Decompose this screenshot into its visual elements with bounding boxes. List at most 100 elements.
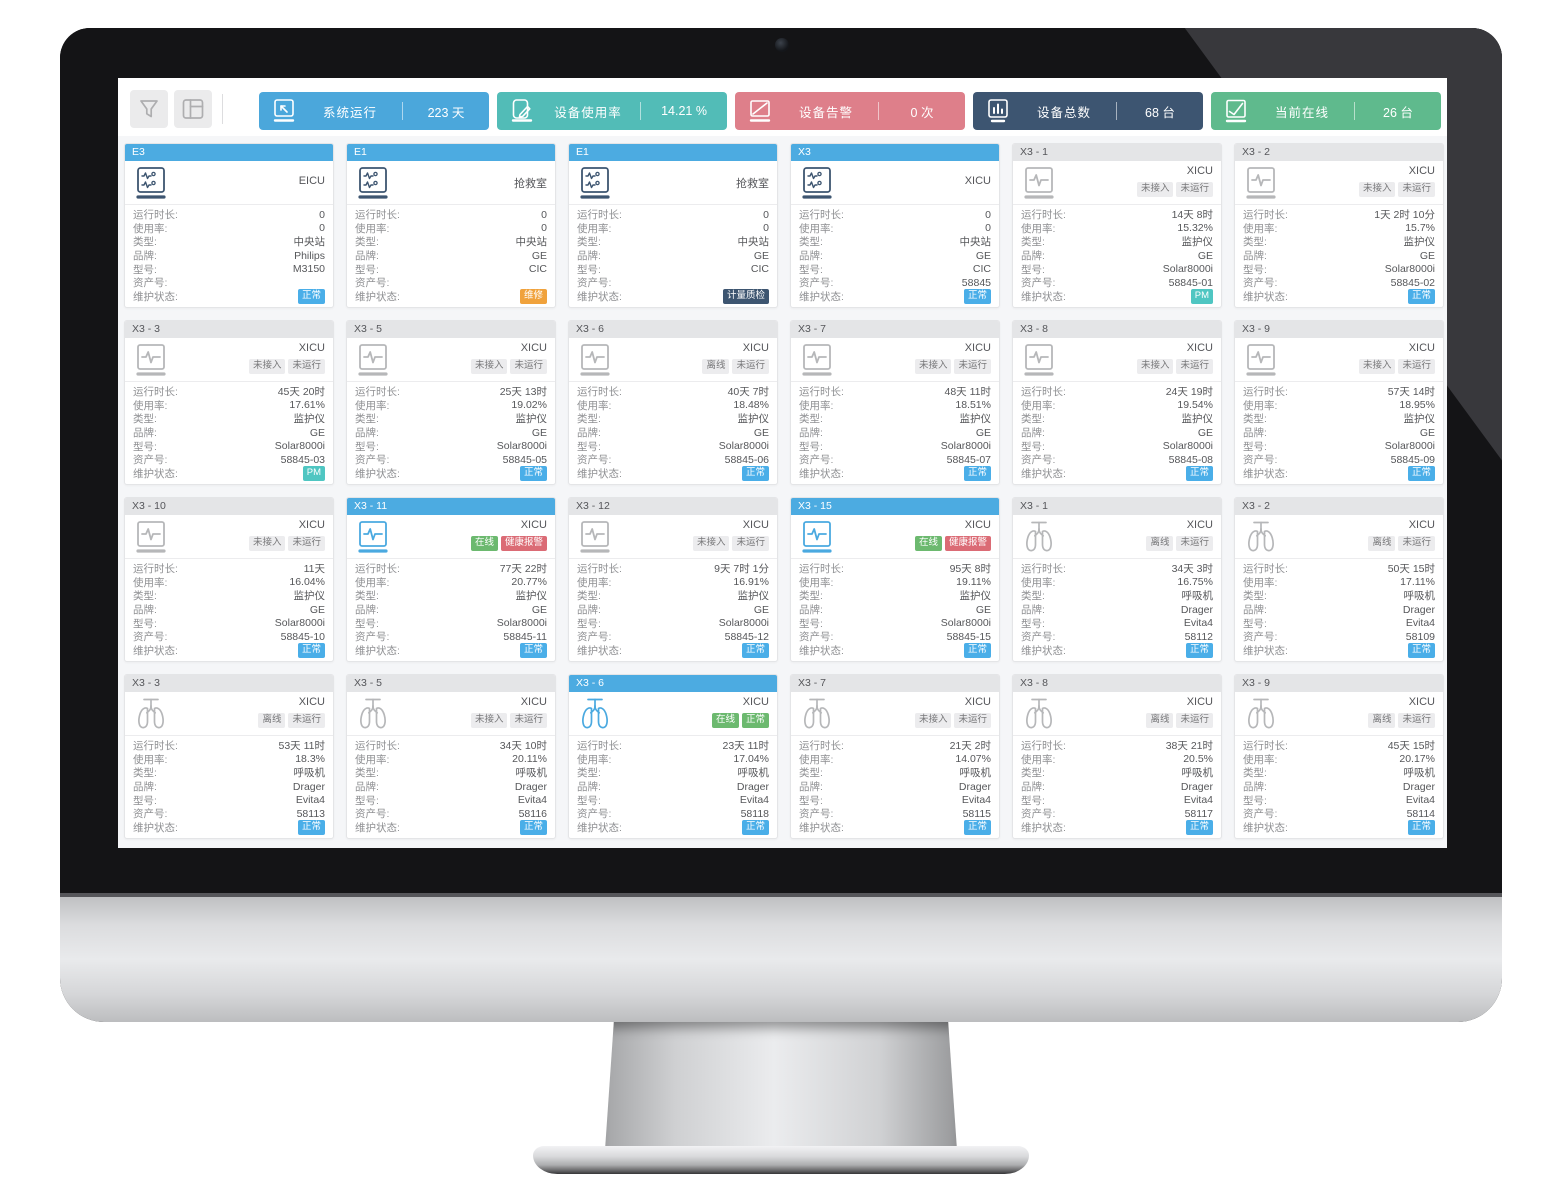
maintenance-badge: 正常: [1185, 819, 1213, 835]
field-value: 14.07%: [955, 753, 991, 766]
field-value: 19.02%: [511, 399, 547, 412]
field-label: 型号:: [355, 617, 379, 630]
field-value: 21天 2时: [949, 740, 991, 753]
device-card[interactable]: X3 - 5 XICU 未接入 未运行 运行时长: 25天 13时 使用率: 19.02…: [346, 320, 556, 485]
device-card[interactable]: X3 - 3 XICU 未接入 未运行 运行时长: 45天 20时 使用率: 17.61…: [124, 320, 334, 485]
field-label: 运行时长:: [577, 563, 622, 576]
alarm-icon: [748, 98, 774, 124]
device-card[interactable]: X3 - 8 XICU 未接入 未运行 运行时长: 24天 19时 使用率: 19.54…: [1012, 320, 1222, 485]
field-row: 维护状态: PM: [133, 465, 325, 481]
field-row: 运行时长: 95天 8时: [799, 562, 991, 576]
filter-button[interactable]: [130, 90, 168, 128]
field-value: Evita4: [517, 794, 547, 807]
device-card[interactable]: X3 - 3 XICU 离线 未运行 运行时长: 53天 11时 使用率: 18.3% 类…: [124, 674, 334, 839]
field-label: 运行时长:: [577, 209, 622, 222]
status-badge: 未运行: [1398, 536, 1435, 551]
field-row: 型号: Evita4: [133, 793, 325, 807]
field-value: Drager: [958, 780, 991, 793]
field-label: 资产号:: [133, 454, 168, 467]
card-header: X3 - 7: [791, 675, 999, 692]
field-row: 维护状态: 正常: [799, 819, 991, 835]
field-row: 运行时长: 0: [799, 208, 991, 222]
field-row: 运行时长: 53天 11时: [133, 739, 325, 753]
central-station-icon: [133, 166, 169, 200]
field-value: 38天 21时: [1165, 740, 1213, 753]
status-badge: 未运行: [510, 713, 547, 728]
badge-row: 未接入 未运行: [1136, 359, 1213, 374]
device-card[interactable]: X3 - 9 XICU 离线 未运行 运行时长: 45天 15时 使用率: 20.17%…: [1234, 674, 1444, 839]
device-card[interactable]: X3 - 6 XICU 离线 未运行 运行时长: 40天 7时 使用率: 18.48% 类…: [568, 320, 778, 485]
stat-divider: [1116, 102, 1117, 120]
device-card[interactable]: X3 - 1 XICU 离线 未运行 运行时长: 34天 3时 使用率: 16.75% 类…: [1012, 497, 1222, 662]
device-card[interactable]: X3 - 5 XICU 未接入 未运行 运行时长: 34天 10时 使用率: 20.11…: [346, 674, 556, 839]
field-label: 维护状态:: [133, 467, 178, 480]
device-card[interactable]: X3 - 9 XICU 未接入 未运行 运行时长: 57天 14时 使用率: 18.95…: [1234, 320, 1444, 485]
field-row: 类型: 监护仪: [133, 412, 325, 426]
field-value: 20.11%: [512, 753, 547, 766]
field-label: 使用率:: [355, 576, 390, 589]
device-card[interactable]: X3 - 12 XICU 未接入 未运行 运行时长: 9天 7时 1分 使用率: 16.…: [568, 497, 778, 662]
field-value: 14天 8时: [1171, 209, 1213, 222]
field-row: 类型: 监护仪: [577, 412, 769, 426]
device-card[interactable]: X3 - 7 XICU 未接入 未运行 运行时长: 21天 2时 使用率: 14.07%…: [790, 674, 1000, 839]
device-card[interactable]: X3 - 2 XICU 未接入 未运行 运行时长: 1天 2时 10分 使用率: 15.…: [1234, 143, 1444, 308]
badge-row: 未接入 未运行: [470, 359, 547, 374]
field-row: 型号: Solar8000i: [1243, 262, 1435, 276]
monitor-icon: [1021, 343, 1057, 377]
field-label: 资产号:: [1243, 277, 1278, 290]
monitor-icon: [1243, 166, 1279, 200]
card-header: X3 - 10: [125, 498, 333, 515]
field-value: 20.17%: [1399, 753, 1435, 766]
field-label: 使用率:: [1021, 576, 1056, 589]
device-card[interactable]: X3 - 7 XICU 未接入 未运行 运行时长: 48天 11时 使用率: 18.51…: [790, 320, 1000, 485]
field-label: 使用率:: [799, 753, 834, 766]
maintenance-badge: 正常: [1185, 642, 1213, 658]
field-label: 类型:: [1021, 767, 1045, 780]
field-label: 型号:: [577, 440, 601, 453]
device-card[interactable]: X3 - 10 XICU 未接入 未运行 运行时长: 11天 使用率: 16.04% 类型…: [124, 497, 334, 662]
field-value: GE: [531, 603, 547, 616]
field-value: 0: [763, 222, 769, 235]
field-label: 资产号:: [577, 454, 612, 467]
device-card[interactable]: E1 抢救室 运行时长: 0 使用率: 0 类型: 中央站 品牌: GE 型号: CIC 资产号: 维…: [568, 143, 778, 308]
stat-value: 223 天: [427, 105, 465, 120]
status-badge: 未接入: [914, 713, 952, 728]
field-value: 18.3%: [295, 753, 325, 766]
field-value: 0: [985, 208, 991, 221]
card-header: X3 - 1: [1013, 498, 1221, 515]
field-label: 型号:: [1021, 263, 1045, 276]
field-value: Drager: [514, 780, 547, 793]
device-card[interactable]: X3 - 6 XICU 在线 正常 运行时长: 23天 11时 使用率: 17.04% 类…: [568, 674, 778, 839]
device-card[interactable]: E3 EICU 运行时长: 0 使用率: 0 类型: 中央站 品牌: Philips 型号: M3…: [124, 143, 334, 308]
maintenance-badge: 正常: [1407, 819, 1435, 835]
lungs-icon: [799, 697, 835, 731]
field-row: 类型: 中央站: [133, 235, 325, 249]
card-id: E1: [354, 146, 367, 158]
device-card[interactable]: X3 - 2 XICU 离线 未运行 运行时长: 50天 15时 使用率: 17.11%…: [1234, 497, 1444, 662]
device-card[interactable]: X3 - 15 XICU 在线 健康报警 运行时长: 95天 8时 使用率: 19.11…: [790, 497, 1000, 662]
field-value: 34天 10时: [499, 740, 547, 753]
field-list: 运行时长: 34天 10时 使用率: 20.11% 类型: 呼吸机 品牌: Drager 型号:…: [347, 736, 555, 835]
device-card[interactable]: E1 抢救室 运行时长: 0 使用率: 0 类型: 中央站 品牌: GE 型号: CIC 资产号: 维…: [346, 143, 556, 308]
field-row: 运行时长: 11天: [133, 562, 325, 576]
field-row: 运行时长: 21天 2时: [799, 739, 991, 753]
field-row: 运行时长: 9天 7时 1分: [577, 562, 769, 576]
field-row: 使用率: 15.7%: [1243, 222, 1435, 236]
device-card[interactable]: X3 - 8 XICU 离线 未运行 运行时长: 38天 21时 使用率: 20.5% 类…: [1012, 674, 1222, 839]
device-card[interactable]: X3 - 1 XICU 未接入 未运行 运行时长: 14天 8时 使用率: 15.32%…: [1012, 143, 1222, 308]
field-value: Evita4: [961, 794, 991, 807]
field-row: 类型: 监护仪: [1243, 235, 1435, 249]
field-label: 运行时长:: [799, 386, 844, 399]
layout-button[interactable]: [174, 90, 212, 128]
field-label: 类型:: [355, 590, 379, 603]
device-card[interactable]: X3 XICU 运行时长: 0 使用率: 0 类型: 中央站 品牌: GE 型号: CIC 资产号:…: [790, 143, 1000, 308]
field-label: 资产号:: [355, 277, 390, 290]
field-row: 使用率: 18.95%: [1243, 399, 1435, 413]
field-row: 运行时长: 45天 20时: [133, 385, 325, 399]
field-value: Solar8000i: [940, 617, 991, 630]
card-top: XICU 在线 正常: [569, 692, 777, 736]
field-list: 运行时长: 0 使用率: 0 类型: 中央站 品牌: GE 型号: CIC 资产号: 维护状态: 维修: [347, 205, 555, 304]
maintenance-badge: 正常: [519, 819, 547, 835]
device-card[interactable]: X3 - 11 XICU 在线 健康报警 运行时长: 77天 22时 使用率: 20.7…: [346, 497, 556, 662]
field-value: 58845: [961, 276, 991, 289]
